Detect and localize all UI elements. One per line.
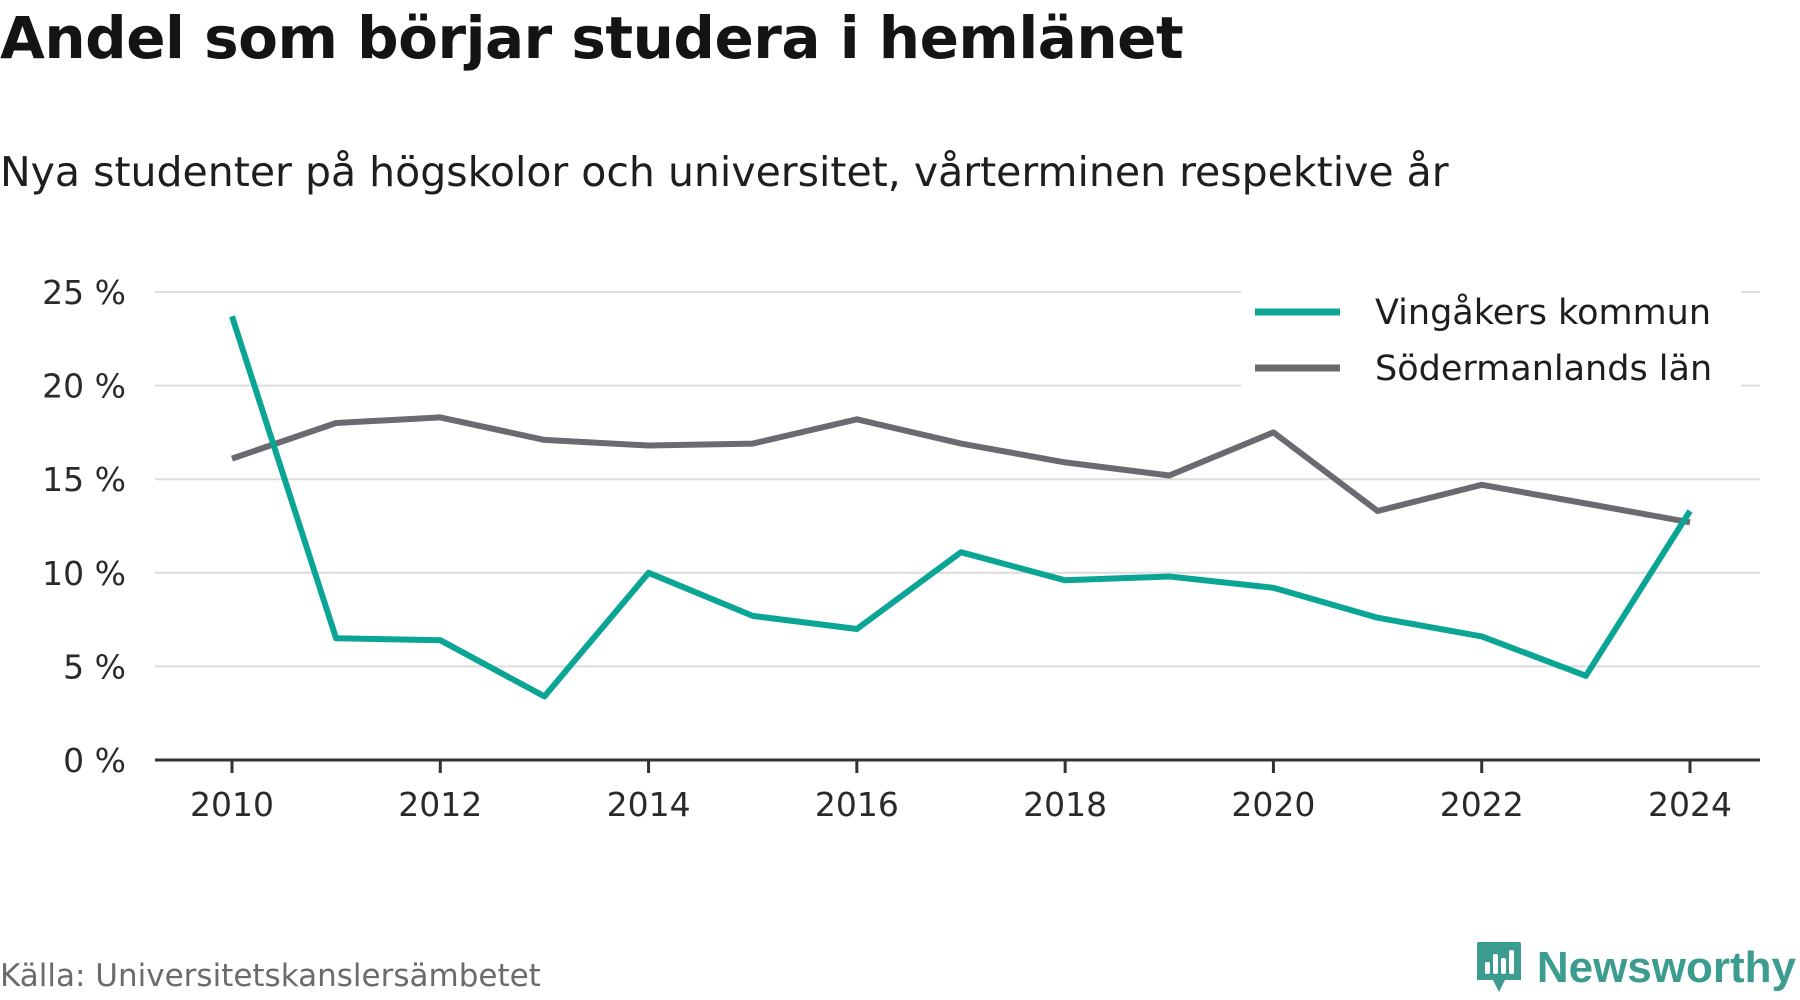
chart-title: Andel som börjar studera i hemlänet [0, 4, 1184, 72]
y-tick-label: 10 % [42, 554, 126, 593]
source-note: Källa: Universitetskanslersämbetet [0, 958, 541, 994]
legend: Vingåkers kommun Södermanlands län [1241, 278, 1741, 402]
x-tick-label: 2014 [607, 785, 691, 824]
x-tick-label: 2018 [1023, 785, 1107, 824]
x-tick-label: 2012 [398, 785, 482, 824]
legend-background [1241, 278, 1741, 402]
series-lines [229, 315, 1693, 700]
series-line-1 [231, 414, 1691, 526]
brand-name: Newsworthy [1536, 943, 1796, 992]
x-axis-tick-labels: 2010 2012 2014 2016 2018 2020 2022 2024 [190, 785, 1732, 824]
x-tick-label: 2022 [1440, 785, 1524, 824]
series-line-0 [229, 315, 1693, 700]
y-tick-label: 20 % [42, 367, 126, 406]
y-tick-label: 15 % [42, 460, 126, 499]
x-tick-label: 2020 [1231, 785, 1315, 824]
y-tick-label: 5 % [63, 647, 126, 686]
y-axis-tick-labels: 0 % 5 % 10 % 15 % 20 % 25 % [42, 273, 126, 780]
x-tick-label: 2010 [190, 785, 274, 824]
legend-label: Södermanlands län [1375, 349, 1712, 389]
y-tick-label: 25 % [42, 273, 126, 312]
legend-label: Vingåkers kommun [1375, 292, 1711, 333]
newsworthy-logo-icon [1476, 942, 1521, 992]
x-axis [155, 758, 1760, 773]
line-chart: 0 %5 %10 %15 %20 %25 % 2010 2012 2014 2016 2… [42, 273, 1760, 824]
x-tick-label: 2016 [815, 785, 899, 824]
y-tick-label: 0 % [63, 741, 126, 780]
chart-subtitle: Nya studenter på högskolor och universit… [0, 148, 1449, 196]
brand-logo: Newsworthy [1475, 940, 1796, 996]
x-tick-label: 2024 [1648, 785, 1732, 824]
